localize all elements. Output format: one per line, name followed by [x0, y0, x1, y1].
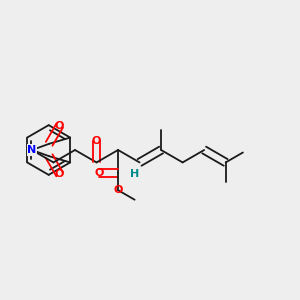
Text: O: O — [94, 168, 104, 178]
Text: O: O — [113, 185, 123, 195]
Text: O: O — [55, 121, 64, 130]
Text: O: O — [92, 136, 101, 146]
Text: N: N — [27, 145, 37, 155]
Text: O: O — [55, 169, 64, 179]
Text: H: H — [130, 169, 140, 179]
